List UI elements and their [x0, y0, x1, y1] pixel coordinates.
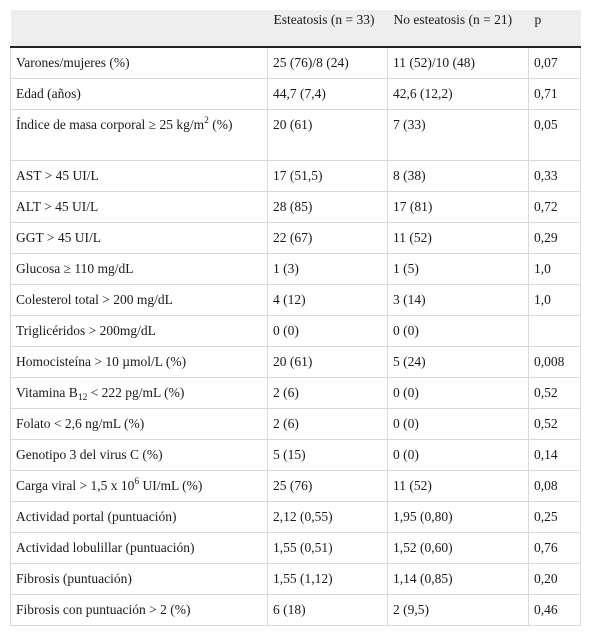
- table-row: Fibrosis con puntuación > 2 (%) 6 (18) 2 (…: [10, 593, 581, 626]
- header-esteatosis: Esteatosis (n = 33): [267, 10, 388, 48]
- table-body: Varones/mujeres (%) 25 (76)/8 (24) 11 (52)…: [10, 46, 581, 626]
- cell-p-value: 0,76: [528, 531, 581, 564]
- table-row: Homocisteína > 10 µmol/L (%) 20 (61) 5 (24…: [10, 345, 581, 378]
- cell-p-value: 0,71: [528, 77, 581, 110]
- table-row: Varones/mujeres (%) 25 (76)/8 (24) 11 (52)…: [10, 46, 581, 79]
- cell-no-esteatosis: 1,52 (0,60): [387, 531, 529, 564]
- row-label: Varones/mujeres (%): [10, 46, 268, 79]
- header-no-esteatosis: No esteatosis (n = 21): [387, 10, 529, 48]
- cell-p-value: 0,25: [528, 500, 581, 533]
- table-row: Índice de masa corporal ≥ 25 kg/m2 (%) 20…: [10, 108, 581, 161]
- cell-esteatosis: 28 (85): [267, 190, 388, 223]
- cell-p-value: [528, 314, 581, 347]
- cell-p-value: 0,008: [528, 345, 581, 378]
- table-row: GGT > 45 UI/L 22 (67) 11 (52) 0,29: [10, 221, 581, 254]
- cell-p-value: 0,29: [528, 221, 581, 254]
- cell-no-esteatosis: 11 (52)/10 (48): [387, 46, 529, 79]
- cell-no-esteatosis: 7 (33): [387, 108, 529, 161]
- cell-no-esteatosis: 1,14 (0,85): [387, 562, 529, 595]
- cell-esteatosis: 17 (51,5): [267, 159, 388, 192]
- table-row: Glucosa ≥ 110 mg/dL 1 (3) 1 (5) 1,0: [10, 252, 581, 285]
- table-row: Genotipo 3 del virus C (%) 5 (15) 0 (0) 0,1…: [10, 438, 581, 471]
- cell-p-value: 0,52: [528, 376, 581, 409]
- row-label: Folato < 2,6 ng/mL (%): [10, 407, 268, 440]
- cell-no-esteatosis: 17 (81): [387, 190, 529, 223]
- cell-esteatosis: 4 (12): [267, 283, 388, 316]
- row-label: Fibrosis (puntuación): [10, 562, 268, 595]
- cell-p-value: 0,14: [528, 438, 581, 471]
- table-row: Actividad lobulillar (puntuación) 1,55 (0…: [10, 531, 581, 564]
- cell-p-value: 0,05: [528, 108, 581, 161]
- table-row: Edad (años) 44,7 (7,4) 42,6 (12,2) 0,71: [10, 77, 581, 110]
- header-row: Esteatosis (n = 33) No esteatosis (n = 2…: [10, 10, 581, 48]
- table-row: ALT > 45 UI/L 28 (85) 17 (81) 0,72: [10, 190, 581, 223]
- cell-p-value: 1,0: [528, 252, 581, 285]
- cell-esteatosis: 0 (0): [267, 314, 388, 347]
- cell-no-esteatosis: 2 (9,5): [387, 593, 529, 626]
- row-label: Vitamina B12 < 222 pg/mL (%): [10, 376, 268, 409]
- cell-no-esteatosis: 5 (24): [387, 345, 529, 378]
- cell-esteatosis: 6 (18): [267, 593, 388, 626]
- table-row: Vitamina B12 < 222 pg/mL (%) 2 (6) 0 (0) 0,…: [10, 376, 581, 409]
- row-label: Actividad lobulillar (puntuación): [10, 531, 268, 564]
- cell-esteatosis: 2 (6): [267, 376, 388, 409]
- row-label: AST > 45 UI/L: [10, 159, 268, 192]
- cell-no-esteatosis: 11 (52): [387, 221, 529, 254]
- row-label: GGT > 45 UI/L: [10, 221, 268, 254]
- table-row: Fibrosis (puntuación) 1,55 (1,12) 1,14 (0,…: [10, 562, 581, 595]
- row-label: Índice de masa corporal ≥ 25 kg/m2 (%): [10, 108, 268, 161]
- table-row: Actividad portal (puntuación) 2,12 (0,55)…: [10, 500, 581, 533]
- cell-p-value: 0,08: [528, 469, 581, 502]
- cell-esteatosis: 1,55 (1,12): [267, 562, 388, 595]
- cell-esteatosis: 22 (67): [267, 221, 388, 254]
- row-label: Edad (años): [10, 77, 268, 110]
- cell-no-esteatosis: 0 (0): [387, 376, 529, 409]
- header-p: p: [528, 10, 581, 48]
- cell-no-esteatosis: 8 (38): [387, 159, 529, 192]
- cell-esteatosis: 2 (6): [267, 407, 388, 440]
- row-label: ALT > 45 UI/L: [10, 190, 268, 223]
- data-table: Esteatosis (n = 33) No esteatosis (n = 2…: [10, 10, 581, 626]
- cell-no-esteatosis: 0 (0): [387, 407, 529, 440]
- cell-no-esteatosis: 11 (52): [387, 469, 529, 502]
- cell-esteatosis: 5 (15): [267, 438, 388, 471]
- table-row: AST > 45 UI/L 17 (51,5) 8 (38) 0,33: [10, 159, 581, 192]
- cell-esteatosis: 20 (61): [267, 345, 388, 378]
- cell-esteatosis: 1 (3): [267, 252, 388, 285]
- cell-p-value: 0,52: [528, 407, 581, 440]
- cell-p-value: 1,0: [528, 283, 581, 316]
- row-label: Carga viral > 1,5 x 106 UI/mL (%): [10, 469, 268, 502]
- cell-no-esteatosis: 1,95 (0,80): [387, 500, 529, 533]
- table-row: Folato < 2,6 ng/mL (%) 2 (6) 0 (0) 0,52: [10, 407, 581, 440]
- cell-no-esteatosis: 1 (5): [387, 252, 529, 285]
- row-label: Fibrosis con puntuación > 2 (%): [10, 593, 268, 626]
- row-label: Glucosa ≥ 110 mg/dL: [10, 252, 268, 285]
- cell-esteatosis: 20 (61): [267, 108, 388, 161]
- cell-p-value: 0,72: [528, 190, 581, 223]
- cell-esteatosis: 25 (76): [267, 469, 388, 502]
- cell-esteatosis: 25 (76)/8 (24): [267, 46, 388, 79]
- cell-no-esteatosis: 3 (14): [387, 283, 529, 316]
- row-label: Triglicéridos > 200mg/dL: [10, 314, 268, 347]
- table-row: Carga viral > 1,5 x 106 UI/mL (%) 25 (76)…: [10, 469, 581, 502]
- row-label: Actividad portal (puntuación): [10, 500, 268, 533]
- cell-p-value: 0,07: [528, 46, 581, 79]
- row-label: Colesterol total > 200 mg/dL: [10, 283, 268, 316]
- cell-esteatosis: 1,55 (0,51): [267, 531, 388, 564]
- header-variable: [10, 10, 268, 48]
- cell-p-value: 0,20: [528, 562, 581, 595]
- cell-p-value: 0,33: [528, 159, 581, 192]
- table-row: Triglicéridos > 200mg/dL 0 (0) 0 (0): [10, 314, 581, 347]
- cell-no-esteatosis: 42,6 (12,2): [387, 77, 529, 110]
- cell-esteatosis: 2,12 (0,55): [267, 500, 388, 533]
- row-label: Genotipo 3 del virus C (%): [10, 438, 268, 471]
- cell-no-esteatosis: 0 (0): [387, 314, 529, 347]
- cell-p-value: 0,46: [528, 593, 581, 626]
- row-label: Homocisteína > 10 µmol/L (%): [10, 345, 268, 378]
- table-row: Colesterol total > 200 mg/dL 4 (12) 3 (14)…: [10, 283, 581, 316]
- cell-esteatosis: 44,7 (7,4): [267, 77, 388, 110]
- cell-no-esteatosis: 0 (0): [387, 438, 529, 471]
